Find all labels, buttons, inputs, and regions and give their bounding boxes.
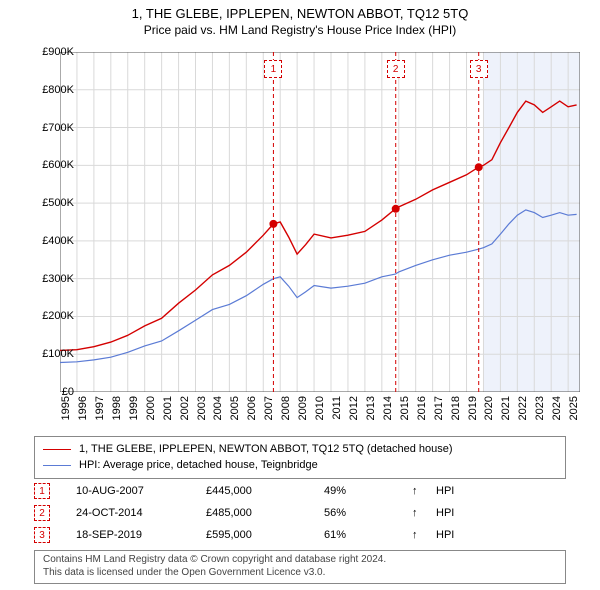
x-tick-label: 2025 — [568, 396, 600, 420]
sale-price: £445,000 — [206, 485, 316, 497]
sale-marker-annotation: 2 — [387, 60, 405, 78]
sale-vs-hpi: HPI — [436, 485, 476, 497]
sale-marker-icon: 2 — [34, 505, 50, 521]
y-tick-label: £400K — [20, 235, 74, 247]
sale-marker-icon: 3 — [34, 527, 50, 543]
sales-row: 1 10-AUG-2007 £445,000 49% ↑ HPI — [34, 480, 566, 502]
sales-row: 2 24-OCT-2014 £485,000 56% ↑ HPI — [34, 502, 566, 524]
legend-item: HPI: Average price, detached house, Teig… — [43, 457, 557, 473]
sale-pct: 49% — [324, 485, 404, 497]
sale-date: 10-AUG-2007 — [58, 485, 198, 497]
legend-item: 1, THE GLEBE, IPPLEPEN, NEWTON ABBOT, TQ… — [43, 441, 557, 457]
sale-pct: 61% — [324, 529, 404, 541]
sale-pct: 56% — [324, 507, 404, 519]
y-tick-label: £700K — [20, 122, 74, 134]
up-arrow-icon: ↑ — [412, 529, 428, 541]
sales-row: 3 18-SEP-2019 £595,000 61% ↑ HPI — [34, 524, 566, 546]
title-block: 1, THE GLEBE, IPPLEPEN, NEWTON ABBOT, TQ… — [0, 0, 600, 37]
up-arrow-icon: ↑ — [412, 485, 428, 497]
sale-vs-hpi: HPI — [436, 529, 476, 541]
sale-marker-icon: 1 — [34, 483, 50, 499]
sale-vs-hpi: HPI — [436, 507, 476, 519]
legend-swatch — [43, 465, 71, 466]
legend-swatch — [43, 449, 71, 450]
legend-label: 1, THE GLEBE, IPPLEPEN, NEWTON ABBOT, TQ… — [79, 443, 453, 455]
y-tick-label: £100K — [20, 348, 74, 360]
legend: 1, THE GLEBE, IPPLEPEN, NEWTON ABBOT, TQ… — [34, 436, 566, 479]
y-tick-label: £600K — [20, 159, 74, 171]
y-tick-label: £800K — [20, 84, 74, 96]
chart-subtitle: Price paid vs. HM Land Registry's House … — [0, 23, 600, 37]
figure: 1, THE GLEBE, IPPLEPEN, NEWTON ABBOT, TQ… — [0, 0, 600, 590]
up-arrow-icon: ↑ — [412, 507, 428, 519]
attribution-box: Contains HM Land Registry data © Crown c… — [34, 550, 566, 584]
attribution-line: Contains HM Land Registry data © Crown c… — [43, 554, 557, 567]
y-tick-label: £300K — [20, 273, 74, 285]
y-tick-label: £200K — [20, 310, 74, 322]
sale-marker-annotation: 1 — [264, 60, 282, 78]
chart-plot-area — [60, 52, 580, 392]
legend-label: HPI: Average price, detached house, Teig… — [79, 459, 318, 471]
sale-price: £485,000 — [206, 507, 316, 519]
sale-date: 24-OCT-2014 — [58, 507, 198, 519]
attribution-line: This data is licensed under the Open Gov… — [43, 567, 557, 580]
chart-title: 1, THE GLEBE, IPPLEPEN, NEWTON ABBOT, TQ… — [0, 6, 600, 21]
y-tick-label: £500K — [20, 197, 74, 209]
sale-marker-annotation: 3 — [470, 60, 488, 78]
chart-svg — [60, 52, 580, 392]
sale-price: £595,000 — [206, 529, 316, 541]
sale-date: 18-SEP-2019 — [58, 529, 198, 541]
sales-table: 1 10-AUG-2007 £445,000 49% ↑ HPI 2 24-OC… — [34, 480, 566, 546]
y-tick-label: £900K — [20, 46, 74, 58]
